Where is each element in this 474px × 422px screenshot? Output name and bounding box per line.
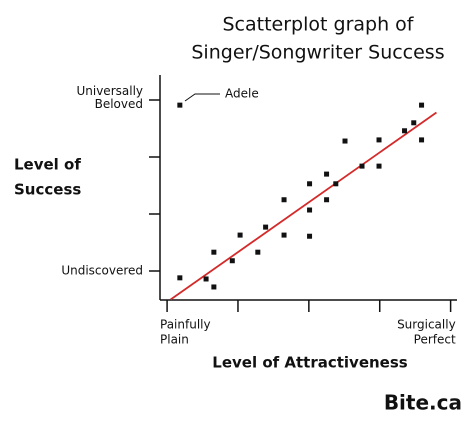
y-axis-label: Success: [14, 181, 81, 199]
point: [281, 232, 287, 238]
chart-title: Scatterplot graph of: [223, 14, 415, 36]
chart-title: Singer/Songwriter Success: [191, 42, 444, 64]
point: [177, 275, 183, 281]
point: [229, 258, 235, 264]
x-tick-label: Surgically: [397, 318, 456, 332]
point: [411, 120, 417, 126]
x-tick-label: Perfect: [414, 333, 456, 347]
y-tick-label: Undiscovered: [61, 264, 143, 278]
point: [402, 128, 408, 134]
point: [333, 181, 339, 187]
point: [307, 181, 313, 187]
point: [376, 137, 382, 143]
point: [359, 163, 365, 169]
annotation-leader: [184, 93, 220, 102]
y-tick-label: Universally: [76, 84, 143, 98]
point: [211, 249, 217, 255]
trend-line: [170, 111, 437, 301]
point: [324, 197, 330, 203]
point: [263, 224, 269, 230]
point: [237, 232, 243, 238]
point: [203, 276, 209, 282]
annotation: Adele: [225, 87, 259, 101]
y-axis-label: Level of: [14, 156, 81, 174]
point: [376, 163, 382, 169]
x-tick-label: Plain: [160, 333, 189, 347]
point: [177, 102, 183, 108]
point: [342, 138, 348, 144]
x-tick-label: Painfully: [160, 318, 211, 332]
point: [281, 197, 287, 203]
point: [307, 207, 313, 213]
brand: Bite.ca: [384, 391, 462, 415]
point: [255, 249, 261, 255]
point: [419, 137, 425, 143]
point: [211, 284, 217, 290]
point: [419, 102, 425, 108]
y-tick-label: Beloved: [95, 97, 143, 111]
point: [307, 233, 313, 239]
point: [324, 171, 330, 177]
x-axis-label: Level of Attractiveness: [212, 354, 408, 372]
